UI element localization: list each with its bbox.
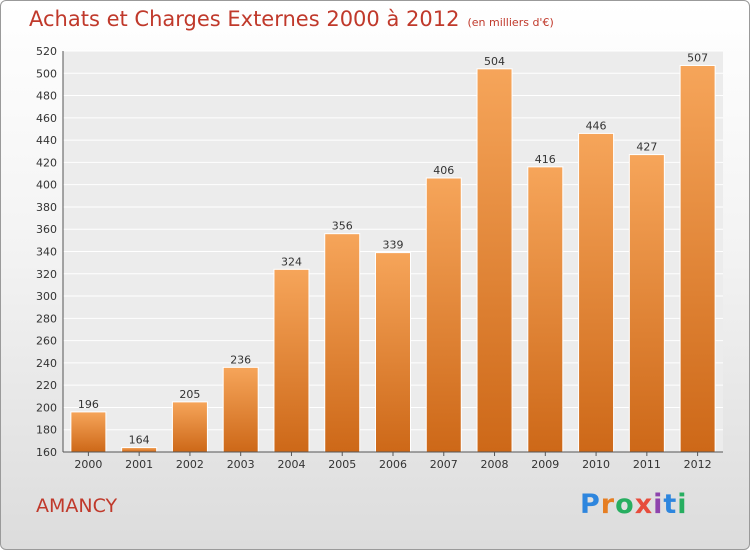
value-label: 236: [230, 353, 251, 366]
x-tick-label: 2012: [684, 458, 712, 471]
commune-name: AMANCY: [36, 495, 118, 517]
y-tick-label: 520: [36, 45, 57, 58]
value-label: 324: [281, 255, 302, 268]
y-tick-label: 400: [36, 179, 57, 192]
y-tick-label: 160: [36, 446, 57, 459]
bar-2002: [171, 401, 208, 453]
chart-title: Achats et Charges Externes 2000 à 2012 (e…: [29, 7, 554, 31]
y-tick-label: 240: [36, 357, 57, 370]
logo-letter: o: [615, 489, 635, 520]
y-tick-label: 260: [36, 335, 57, 348]
y-tick-label: 460: [36, 112, 57, 125]
value-label: 356: [332, 220, 353, 233]
x-tick-label: 2007: [430, 458, 458, 471]
y-tick-label: 500: [36, 67, 57, 80]
bar-2007: [425, 177, 462, 453]
x-tick-label: 2001: [125, 458, 153, 471]
bar-2004: [273, 268, 310, 453]
value-label: 205: [179, 388, 200, 401]
logo-letter: i: [653, 489, 664, 520]
logo-letter: x: [634, 489, 654, 520]
x-tick-label: 2006: [379, 458, 407, 471]
bar-2011: [628, 154, 665, 453]
value-labels: 196 164 205 236 324 356 339 406 504 416 446 427 507: [78, 51, 708, 446]
y-tick-label: 280: [36, 312, 57, 325]
x-tick-label: 2000: [74, 458, 102, 471]
y-tick-label: 340: [36, 246, 57, 259]
x-tick-label: 2009: [531, 458, 559, 471]
logo-letter: i: [677, 489, 688, 520]
value-label: 164: [129, 434, 150, 447]
x-tick-label: 2002: [176, 458, 204, 471]
value-label: 406: [433, 164, 454, 177]
bar-2006: [375, 252, 411, 453]
y-tick-label: 360: [36, 223, 57, 236]
y-tick-label: 440: [36, 134, 57, 147]
value-label: 416: [535, 153, 556, 166]
x-tick-label: 2011: [633, 458, 661, 471]
y-tick-label: 220: [36, 379, 57, 392]
y-tick-label: 200: [36, 401, 57, 414]
value-label: 507: [687, 51, 708, 64]
y-tick-label: 320: [36, 268, 57, 281]
x-tick-label: 2010: [582, 458, 610, 471]
x-tick-label: 2004: [277, 458, 305, 471]
y-tick-label: 300: [36, 290, 57, 303]
logo-letter: r: [600, 489, 616, 520]
bar-2000: [70, 411, 107, 453]
value-label: 427: [636, 141, 657, 154]
y-tick-label: 180: [36, 424, 57, 437]
bar-2008: [476, 68, 513, 453]
chart-subtitle: (en milliers d'€): [467, 16, 554, 29]
bar-2009: [527, 166, 564, 453]
bar-2010: [578, 132, 615, 453]
bar-2003: [222, 366, 259, 453]
bar-2005: [324, 233, 361, 453]
bars: [70, 64, 716, 453]
value-label: 446: [586, 119, 607, 132]
bar-2001: [121, 447, 158, 453]
axes: 160 180 200 220 240 260 280 300 320 340 360 380 400 4…: [36, 45, 723, 471]
logo-letter: t: [663, 489, 678, 520]
value-label: 504: [484, 55, 505, 68]
y-tick-label: 420: [36, 156, 57, 169]
x-tick-label: 2008: [481, 458, 509, 471]
x-tick-label: 2005: [328, 458, 356, 471]
y-tick-label: 380: [36, 201, 57, 214]
bar-2012: [679, 64, 716, 453]
x-tick-label: 2003: [227, 458, 255, 471]
logo-letter: P: [580, 489, 601, 520]
y-tick-label: 480: [36, 90, 57, 103]
value-label: 196: [78, 398, 99, 411]
proxiti-logo: Proxiti: [580, 489, 688, 520]
value-label: 339: [383, 239, 404, 252]
